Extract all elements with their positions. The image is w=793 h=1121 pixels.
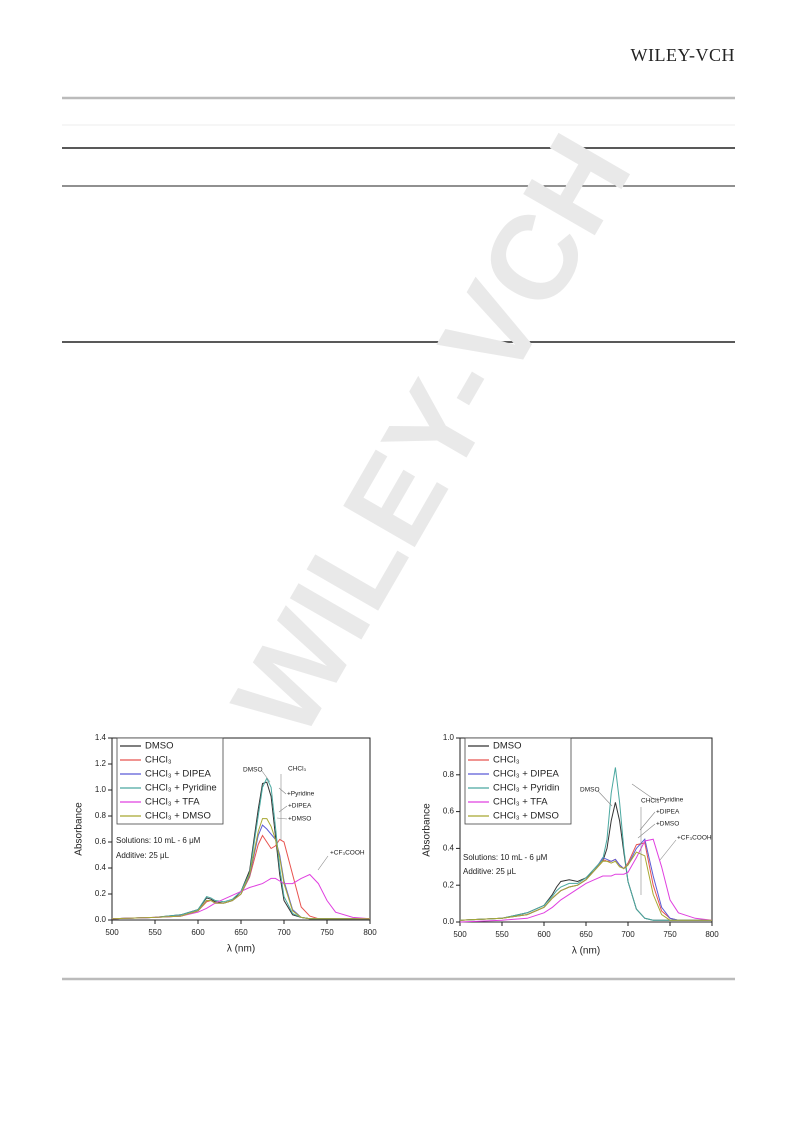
- leader-line: [631, 783, 656, 801]
- annotation: Additive: 25 μL: [463, 867, 517, 876]
- legend-label: CHCl₃ + TFA: [145, 797, 200, 808]
- y-tick-label: 0.4: [95, 863, 107, 872]
- legend-label: DMSO: [493, 741, 522, 752]
- y-tick-label: 0.2: [95, 889, 107, 898]
- legend-label: CHCl₃ + DMSO: [493, 811, 559, 822]
- leader-line: [637, 823, 656, 839]
- y-axis-label: Absorbance: [422, 803, 433, 857]
- x-tick-label: 500: [105, 928, 119, 937]
- y-tick-label: 0.8: [443, 770, 455, 779]
- y-tick-label: 1.4: [95, 733, 107, 742]
- x-tick-label: 700: [277, 928, 291, 937]
- y-axis-label: Absorbance: [74, 802, 85, 856]
- legend-label: CHCl₃: [145, 755, 172, 766]
- x-tick-label: 700: [621, 930, 635, 939]
- y-tick-label: 0.0: [443, 917, 455, 926]
- x-tick-label: 800: [705, 930, 719, 939]
- y-tick-label: 0.8: [95, 811, 107, 820]
- annotation: +DMSO: [656, 821, 679, 828]
- legend-label: CHCl₃ + Pyridin: [493, 783, 559, 794]
- legend-label: CHCl₃ + DIPEA: [145, 769, 212, 780]
- x-tick-label: 800: [363, 928, 377, 937]
- annotation: DMSO: [580, 787, 600, 794]
- annotation: +DIPEA: [656, 809, 680, 816]
- leader-line: [317, 855, 329, 871]
- leader-line: [278, 805, 288, 813]
- y-tick-label: 1.2: [95, 759, 107, 768]
- x-tick-label: 550: [495, 930, 509, 939]
- x-tick-label: 600: [191, 928, 205, 937]
- spectrum-line: [111, 873, 371, 920]
- annotation: Solutions: 10 mL - 6 μM: [116, 836, 201, 845]
- legend-box: [116, 737, 224, 825]
- annotation: Additive: 25 μL: [116, 851, 170, 860]
- y-tick-label: 1.0: [95, 785, 107, 794]
- leader-line: [597, 790, 613, 807]
- x-tick-label: 650: [579, 930, 593, 939]
- leader-line: [659, 839, 677, 861]
- y-tick-label: 0.6: [95, 837, 107, 846]
- annotation: CHCl₃: [288, 766, 307, 773]
- spectrum-line: [459, 767, 712, 921]
- legend-label: CHCl₃ + DIPEA: [493, 769, 560, 780]
- y-tick-label: 0.2: [443, 880, 455, 889]
- y-tick-label: 0.4: [443, 844, 455, 853]
- x-tick-label: 550: [148, 928, 162, 937]
- spectrum-line: [111, 818, 370, 920]
- watermark: WILEY-VCH: [207, 113, 656, 757]
- legend-label: CHCl₃ + DMSO: [145, 811, 211, 822]
- x-tick-label: 750: [663, 930, 677, 939]
- y-tick-label: 1.0: [443, 733, 455, 742]
- annotation: DMSO: [243, 767, 263, 774]
- leader-line: [261, 770, 271, 783]
- x-tick-label: 500: [453, 930, 467, 939]
- leader-line: [276, 817, 288, 820]
- x-tick-label: 750: [320, 928, 334, 937]
- spectrum-line: [459, 838, 713, 923]
- annotation: +CF₃COOH: [330, 850, 365, 857]
- legend-box: [464, 737, 572, 825]
- legend-label: CHCl₃ + Pyridine: [145, 783, 217, 794]
- y-tick-label: 0.0: [95, 915, 107, 924]
- annotation: +CF₃COOH: [677, 835, 712, 842]
- annotation: Solutions: 10 mL - 6 μM: [463, 853, 548, 862]
- x-axis-label: λ (nm): [572, 946, 600, 957]
- legend-label: CHCl₃: [493, 755, 520, 766]
- legend-label: DMSO: [145, 741, 174, 752]
- logo: WILEY-VCH: [631, 45, 735, 65]
- leader-line: [639, 811, 656, 831]
- spectrum-line: [459, 851, 712, 921]
- annotation: CHCl₃: [641, 798, 660, 805]
- legend-label: CHCl₃ + TFA: [493, 797, 548, 808]
- annotation: +Pyridine: [287, 791, 315, 798]
- annotation: +DIPEA: [288, 803, 312, 810]
- x-tick-label: 650: [234, 928, 248, 937]
- x-tick-label: 600: [537, 930, 551, 939]
- annotation: +Pyridine: [656, 797, 684, 804]
- annotation: +DMSO: [288, 816, 311, 823]
- leader-line: [278, 787, 287, 795]
- x-axis-label: λ (nm): [227, 944, 255, 955]
- y-tick-label: 0.6: [443, 807, 455, 816]
